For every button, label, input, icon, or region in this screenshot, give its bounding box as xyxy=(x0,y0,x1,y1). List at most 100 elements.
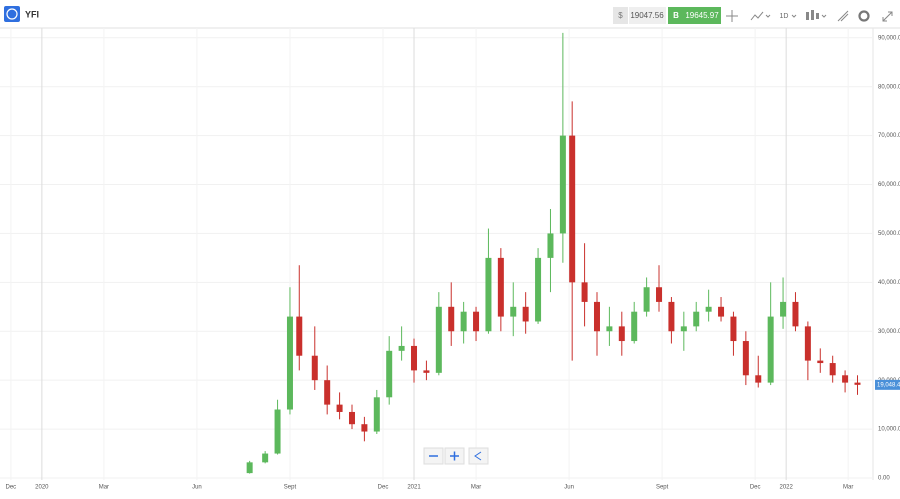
candle-body xyxy=(606,326,613,332)
x-tick-label: Dec xyxy=(378,485,389,491)
sell-sign: $ xyxy=(618,11,623,20)
candle-body xyxy=(693,311,700,327)
candle-body xyxy=(336,404,343,412)
sell-price: 19047.56 xyxy=(630,11,664,20)
candle-body xyxy=(680,326,687,332)
buy-sign: B xyxy=(673,11,679,20)
candle-body xyxy=(296,316,303,356)
candle-body xyxy=(742,341,749,376)
crosshair-button[interactable] xyxy=(726,10,738,22)
sell-badge[interactable] xyxy=(613,7,628,24)
candle-body xyxy=(569,135,576,283)
toolbar xyxy=(0,0,900,28)
x-tick-label: Dec xyxy=(6,485,17,491)
candle-body xyxy=(262,453,269,463)
x-tick-label: Jun xyxy=(192,485,202,491)
candle-body xyxy=(473,311,480,332)
x-tick-label: Sept xyxy=(656,485,669,491)
candle-body xyxy=(593,301,600,332)
candle-body xyxy=(780,301,787,317)
settings-button[interactable] xyxy=(858,10,870,22)
x-tick-label: Sept xyxy=(284,485,297,491)
dropdown-arrow xyxy=(821,14,827,18)
symbol-logo xyxy=(4,6,20,22)
last-price-label: 19,048.4 xyxy=(877,382,900,388)
y-tick-label: 10,000.00 xyxy=(878,427,900,433)
x-tick-label: Jun xyxy=(564,485,574,491)
candle-body xyxy=(559,135,566,234)
candle-body xyxy=(535,257,542,322)
dropdown-arrow xyxy=(765,14,771,18)
candle-body xyxy=(792,301,799,327)
logo-icon xyxy=(6,8,18,20)
candle-body xyxy=(423,370,430,373)
candle-body xyxy=(854,382,861,385)
y-tick-label: 90,000.00 xyxy=(878,35,900,41)
y-tick-label: 30,000.00 xyxy=(878,329,900,335)
indicators-button[interactable] xyxy=(806,10,819,20)
candle-body xyxy=(842,375,849,383)
candle-body xyxy=(547,233,554,258)
draw-button[interactable] xyxy=(837,10,849,22)
candle-body xyxy=(286,316,293,410)
candle-body xyxy=(631,311,638,342)
candle-body xyxy=(386,350,393,398)
y-tick-label: 80,000.00 xyxy=(878,84,900,90)
buy-price: 19645.97 xyxy=(685,11,719,20)
y-tick-label: 60,000.00 xyxy=(878,182,900,188)
candle-body xyxy=(656,287,663,302)
x-tick-label: Dec xyxy=(750,485,761,491)
candle-body xyxy=(755,375,762,383)
interval-button[interactable]: 1D xyxy=(780,13,789,20)
last-price-badge xyxy=(875,379,900,390)
y-tick-label: 40,000.00 xyxy=(878,280,900,286)
y-tick-label: 0.00 xyxy=(878,476,890,482)
candle-body xyxy=(668,301,675,332)
x-tick-label: Mar xyxy=(471,485,481,491)
x-tick-label: 2022 xyxy=(779,485,793,491)
candle-body xyxy=(522,306,529,322)
candle-body xyxy=(485,257,492,332)
candle-body xyxy=(274,409,281,454)
candle-body xyxy=(767,316,774,383)
candle-body xyxy=(373,397,380,432)
share-icon xyxy=(474,451,482,461)
candle-body xyxy=(618,326,625,342)
candle-body xyxy=(497,257,504,317)
candle-body xyxy=(829,363,836,376)
buy-button[interactable] xyxy=(668,7,721,24)
candle-body xyxy=(435,306,442,373)
fullscreen-button[interactable] xyxy=(882,11,893,22)
candle-body xyxy=(398,345,405,351)
candle-body xyxy=(804,326,811,361)
chart-type-button[interactable] xyxy=(750,11,764,21)
x-tick-label: Mar xyxy=(99,485,109,491)
candle-body xyxy=(730,316,737,342)
x-tick-label: 2020 xyxy=(35,485,49,491)
dropdown-arrow xyxy=(791,14,797,18)
x-tick-label: 2021 xyxy=(407,485,421,491)
plus-icon xyxy=(450,451,459,461)
symbol: YFI xyxy=(25,9,39,19)
sell-button[interactable] xyxy=(629,7,666,24)
candle-body xyxy=(448,306,455,332)
candle-body xyxy=(460,311,467,332)
candle-body xyxy=(348,411,355,425)
candle-body xyxy=(411,345,418,371)
candle-body xyxy=(705,306,712,312)
candle-body xyxy=(361,424,368,432)
candle-body xyxy=(324,380,331,405)
zoom-controls xyxy=(423,447,489,465)
candle-body xyxy=(643,287,650,312)
y-tick-label: 70,000.00 xyxy=(878,133,900,139)
share-button[interactable] xyxy=(468,447,489,465)
candle-body xyxy=(718,306,725,317)
candle-body xyxy=(817,360,824,364)
candle-body xyxy=(311,355,318,381)
x-tick-label: Mar xyxy=(843,485,853,491)
candle-body xyxy=(510,306,517,317)
candle-body xyxy=(246,462,253,474)
candle-body xyxy=(581,282,588,302)
